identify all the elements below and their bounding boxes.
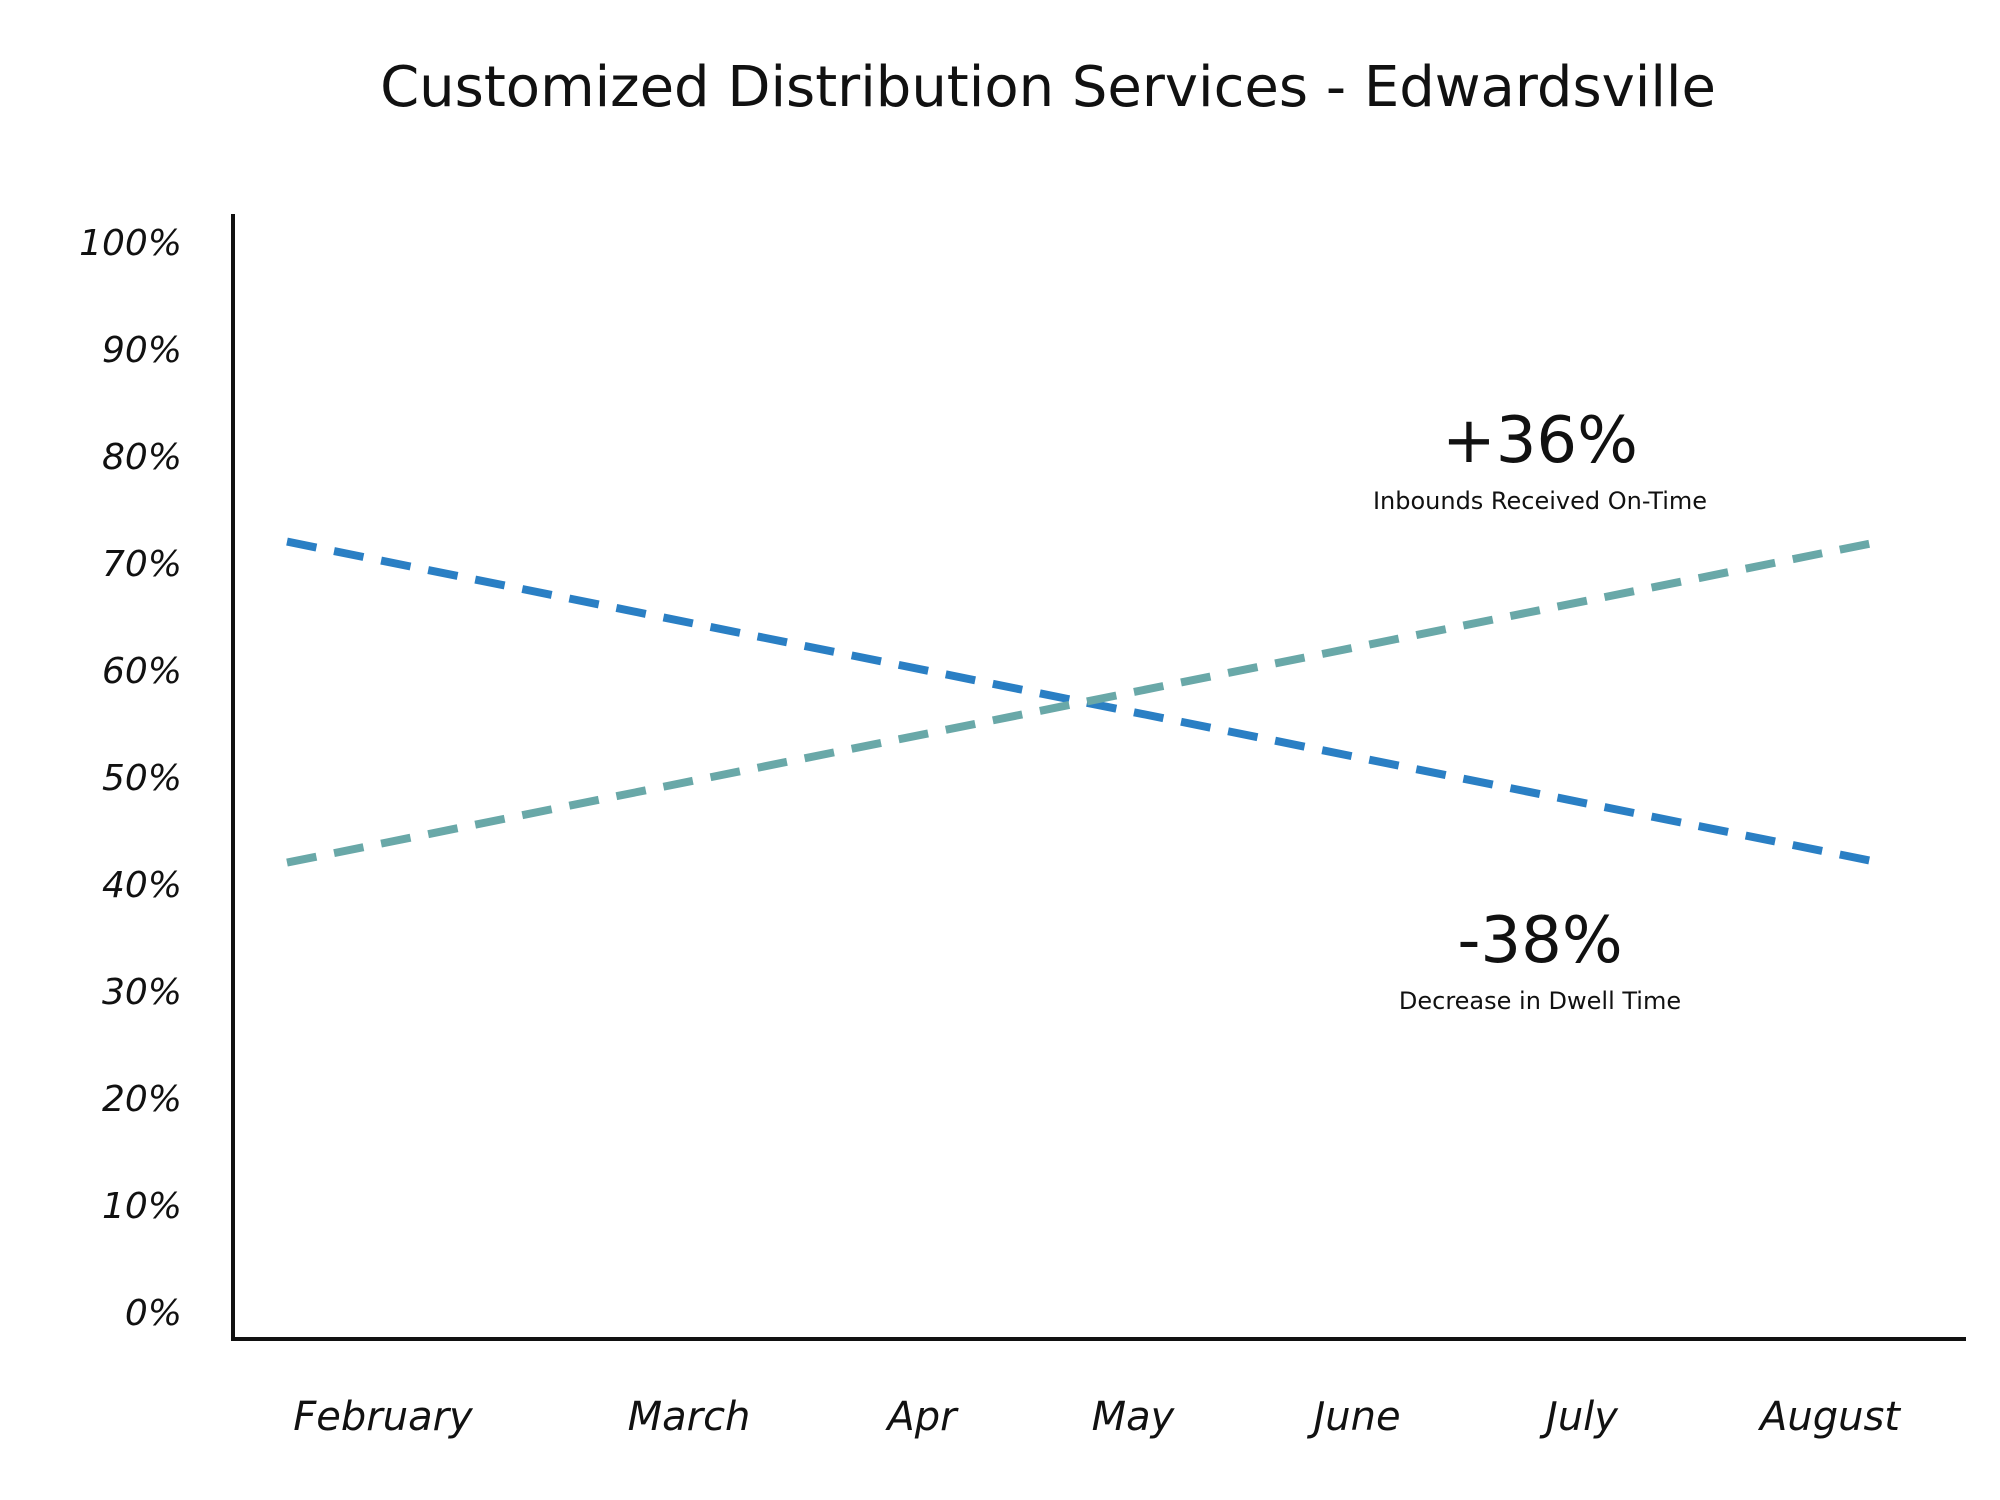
annotation-decrease: -38% Decrease in Dwell Time xyxy=(1399,904,1681,1015)
annotation-increase-label: Inbounds Received On-Time xyxy=(1373,487,1707,515)
chart-title: Customized Distribution Services - Edwar… xyxy=(380,55,1716,120)
y-tick-label: 10% xyxy=(102,1186,182,1227)
x-tick-label: July xyxy=(1539,1394,1619,1440)
x-tick-label: February xyxy=(293,1394,474,1440)
y-tick-label: 20% xyxy=(102,1079,182,1120)
y-tick-label: 50% xyxy=(102,758,182,799)
annotation-increase-value: +36% xyxy=(1442,404,1638,478)
series-lines xyxy=(286,537,1881,867)
y-axis-ticks: 0% 10% 20% 30% 40% 50% 60% 70% 80% 90% 1… xyxy=(79,223,182,1334)
x-axis-ticks: February March Apr May June July August xyxy=(293,1394,1901,1440)
x-tick-label: August xyxy=(1757,1394,1901,1440)
x-tick-label: June xyxy=(1306,1394,1400,1440)
y-tick-label: 30% xyxy=(102,972,182,1013)
y-tick-label: 40% xyxy=(102,865,182,906)
series-line-decreasing xyxy=(286,537,1881,867)
y-tick-label: 80% xyxy=(102,437,182,478)
x-tick-label: March xyxy=(628,1394,751,1440)
y-tick-label: 70% xyxy=(102,544,182,585)
annotation-decrease-label: Decrease in Dwell Time xyxy=(1399,987,1681,1015)
series-line-increasing xyxy=(286,537,1881,867)
y-tick-label: 60% xyxy=(102,651,182,692)
y-tick-label: 90% xyxy=(102,330,182,371)
annotation-decrease-value: -38% xyxy=(1457,904,1622,978)
x-tick-label: Apr xyxy=(884,1394,959,1440)
annotation-increase: +36% Inbounds Received On-Time xyxy=(1373,404,1707,515)
y-tick-label: 100% xyxy=(79,223,182,264)
x-tick-label: May xyxy=(1092,1394,1176,1440)
y-tick-label: 0% xyxy=(125,1293,182,1334)
